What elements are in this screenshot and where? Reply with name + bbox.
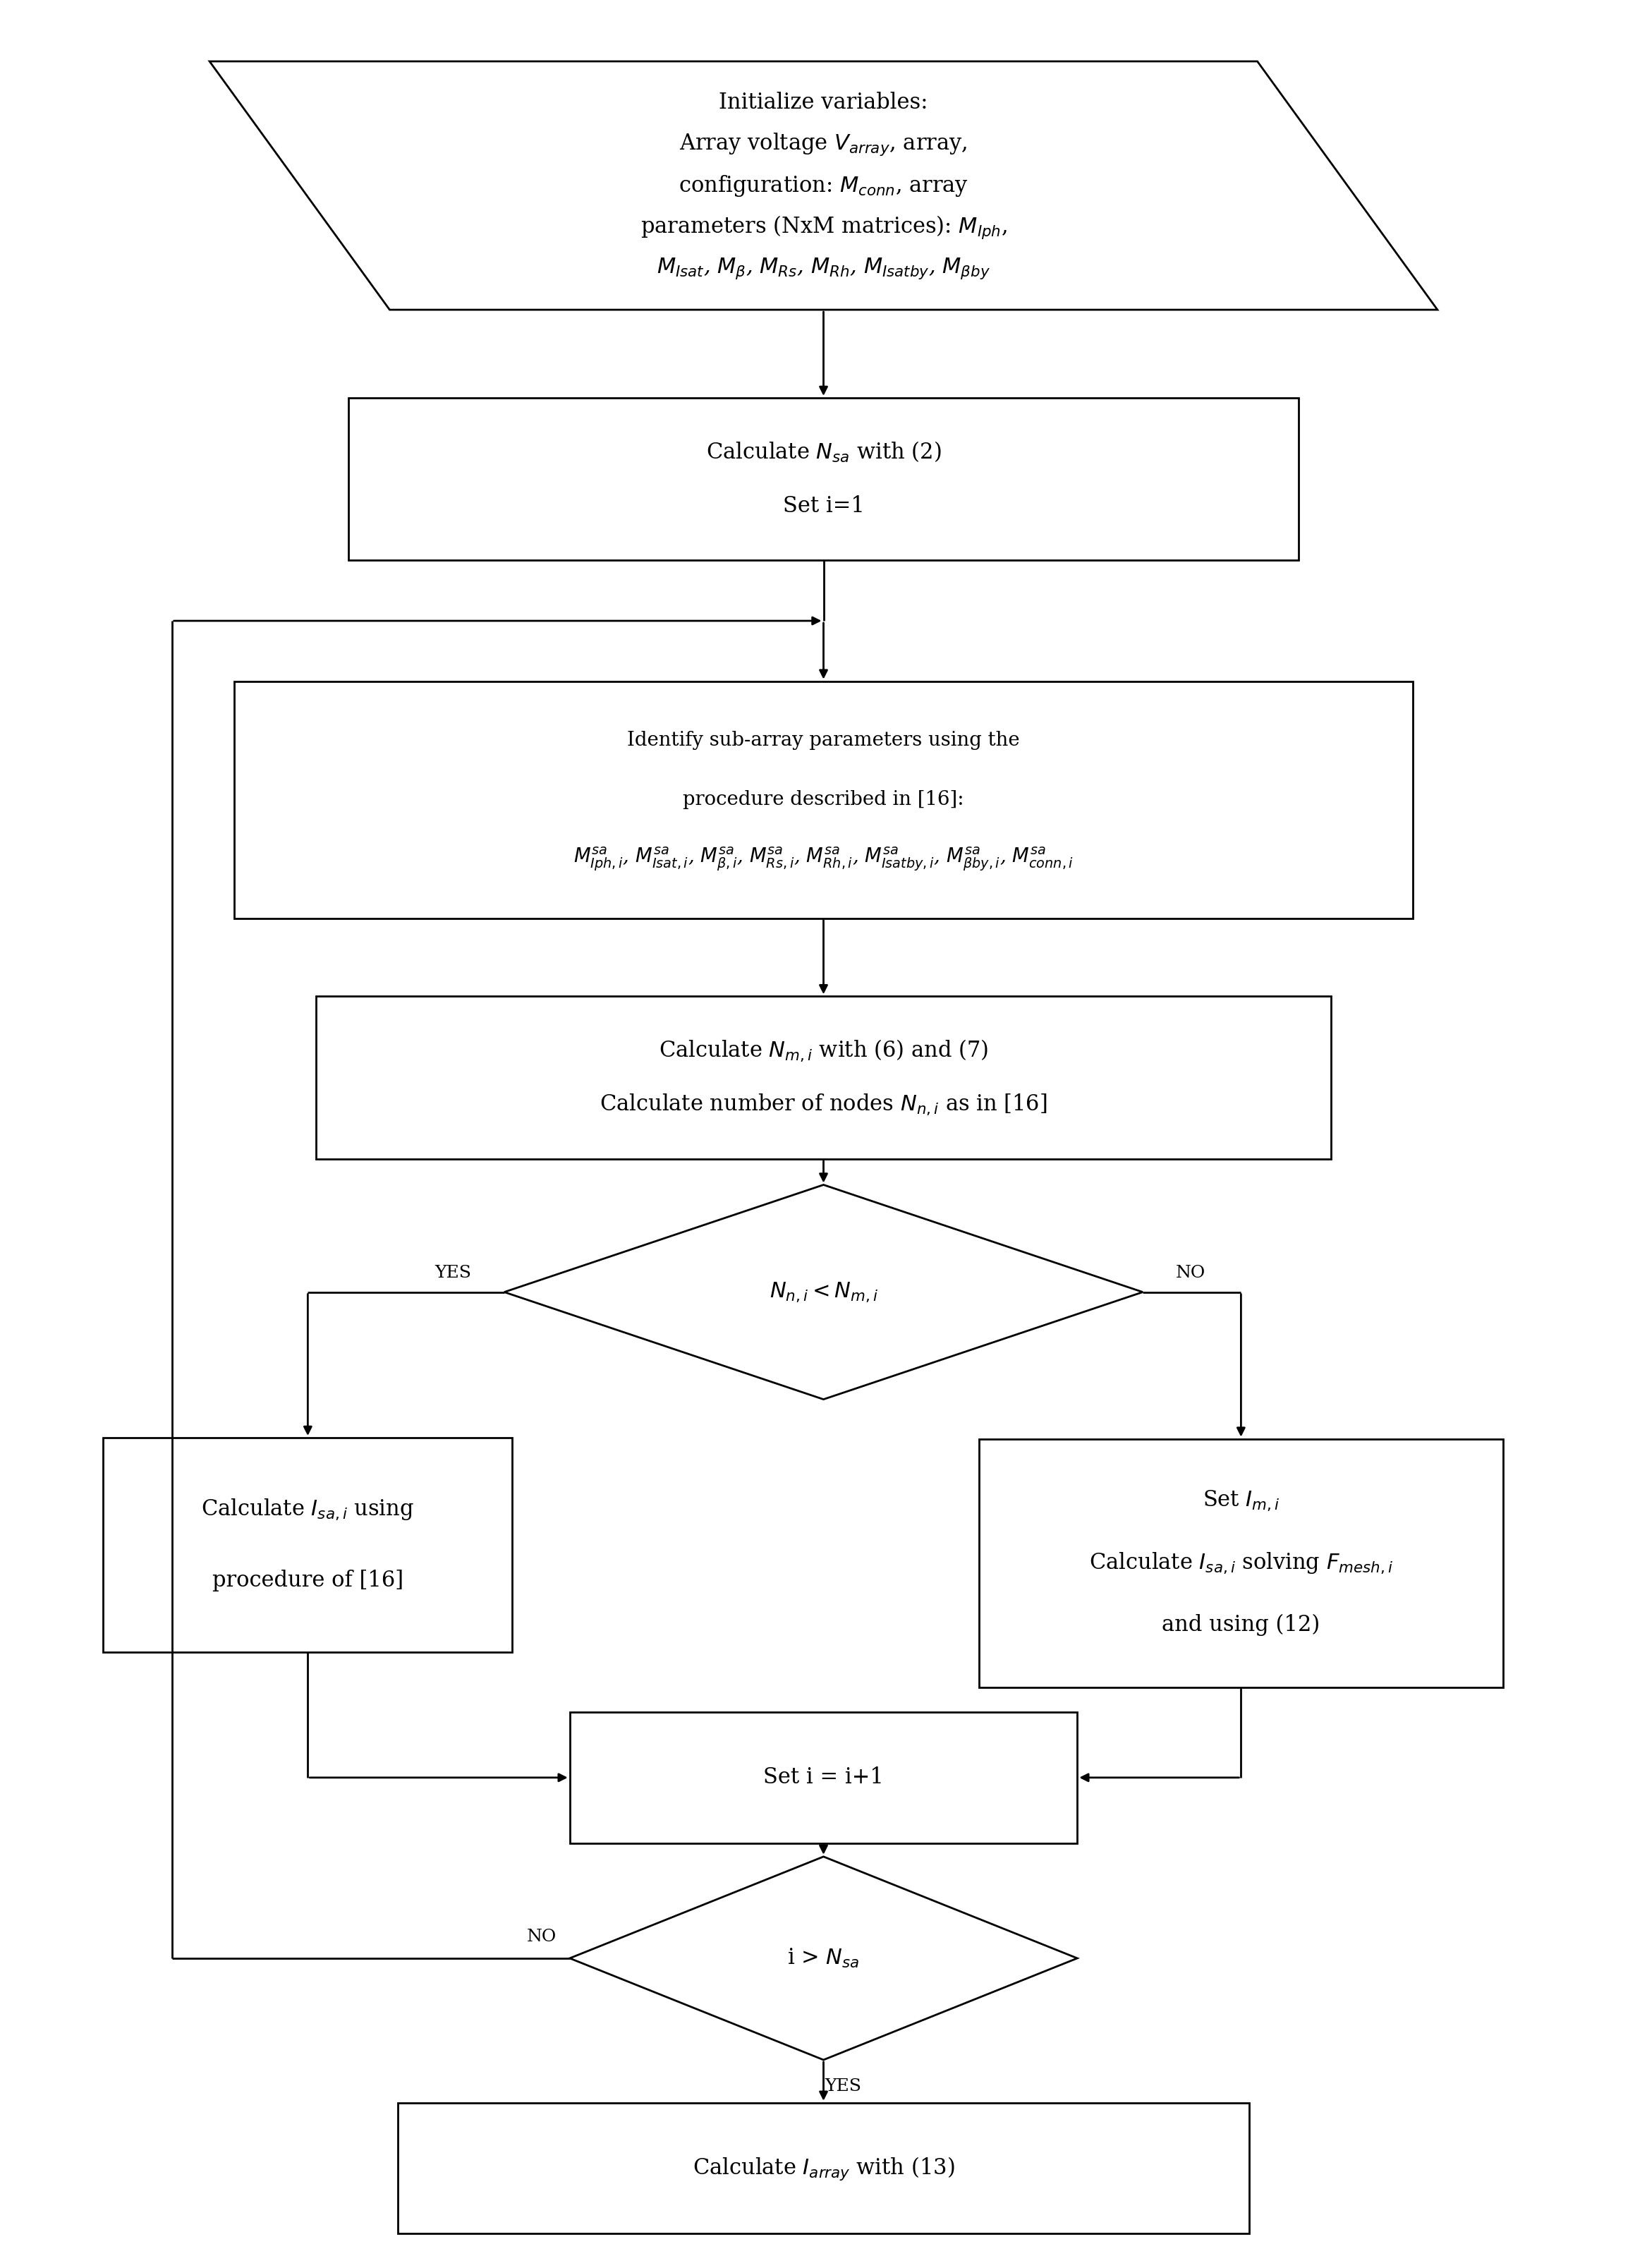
Text: Set i = i+1: Set i = i+1 (763, 1767, 884, 1789)
Bar (978, 1438, 1504, 1687)
Text: $M^{sa}_{Iph,i}$, $M^{sa}_{Isat,i}$, $M^{sa}_{\beta,i}$, $M^{sa}_{Rs,i}$, $M^{sa: $M^{sa}_{Iph,i}$, $M^{sa}_{Isat,i}$, $M^… (573, 846, 1074, 873)
Text: Set i=1: Set i=1 (782, 494, 865, 517)
Text: YES: YES (825, 2077, 861, 2093)
Bar (316, 996, 1331, 1159)
Text: NO: NO (527, 1928, 557, 1944)
Text: Calculate $N_{sa}$ with (2): Calculate $N_{sa}$ with (2) (707, 440, 940, 465)
Bar (399, 2102, 1248, 2234)
Text: i > $N_{sa}$: i > $N_{sa}$ (787, 1946, 860, 1969)
Bar (570, 1712, 1077, 1844)
Text: parameters (NxM matrices): $M_{Iph}$,: parameters (NxM matrices): $M_{Iph}$, (641, 213, 1006, 240)
Text: Initialize variables:: Initialize variables: (720, 91, 927, 113)
Text: Calculate number of nodes $N_{n,i}$ as in [16]: Calculate number of nodes $N_{n,i}$ as i… (600, 1093, 1047, 1116)
Text: procedure described in [16]:: procedure described in [16]: (684, 789, 963, 810)
Bar (234, 680, 1413, 919)
Text: NO: NO (1176, 1266, 1206, 1281)
Text: Calculate $I_{array}$ with (13): Calculate $I_{array}$ with (13) (692, 2155, 955, 2182)
Text: procedure of [16]: procedure of [16] (212, 1569, 404, 1592)
Text: Identify sub-array parameters using the: Identify sub-array parameters using the (628, 730, 1019, 751)
Bar (349, 397, 1298, 560)
Text: and using (12): and using (12) (1161, 1615, 1321, 1635)
Text: Calculate $I_{sa,i}$ solving $F_{mesh,i}$: Calculate $I_{sa,i}$ solving $F_{mesh,i}… (1089, 1551, 1393, 1576)
Text: Calculate $N_{m,i}$ with (6) and (7): Calculate $N_{m,i}$ with (6) and (7) (659, 1039, 988, 1064)
Text: $N_{n,i} < N_{m,i}$: $N_{n,i} < N_{m,i}$ (769, 1281, 878, 1304)
Bar (104, 1438, 512, 1653)
Text: Array voltage $V_{array}$, array,: Array voltage $V_{array}$, array, (680, 132, 967, 156)
Text: configuration: $M_{conn}$, array: configuration: $M_{conn}$, array (679, 172, 968, 197)
Text: $M_{Isat}$, $M_{\beta}$, $M_{Rs}$, $M_{Rh}$, $M_{Isatby}$, $M_{\beta by}$: $M_{Isat}$, $M_{\beta}$, $M_{Rs}$, $M_{R… (657, 256, 990, 281)
Text: YES: YES (435, 1266, 471, 1281)
Text: Set $I_{m,i}$: Set $I_{m,i}$ (1202, 1490, 1280, 1513)
Text: Calculate $I_{sa,i}$ using: Calculate $I_{sa,i}$ using (201, 1497, 415, 1522)
